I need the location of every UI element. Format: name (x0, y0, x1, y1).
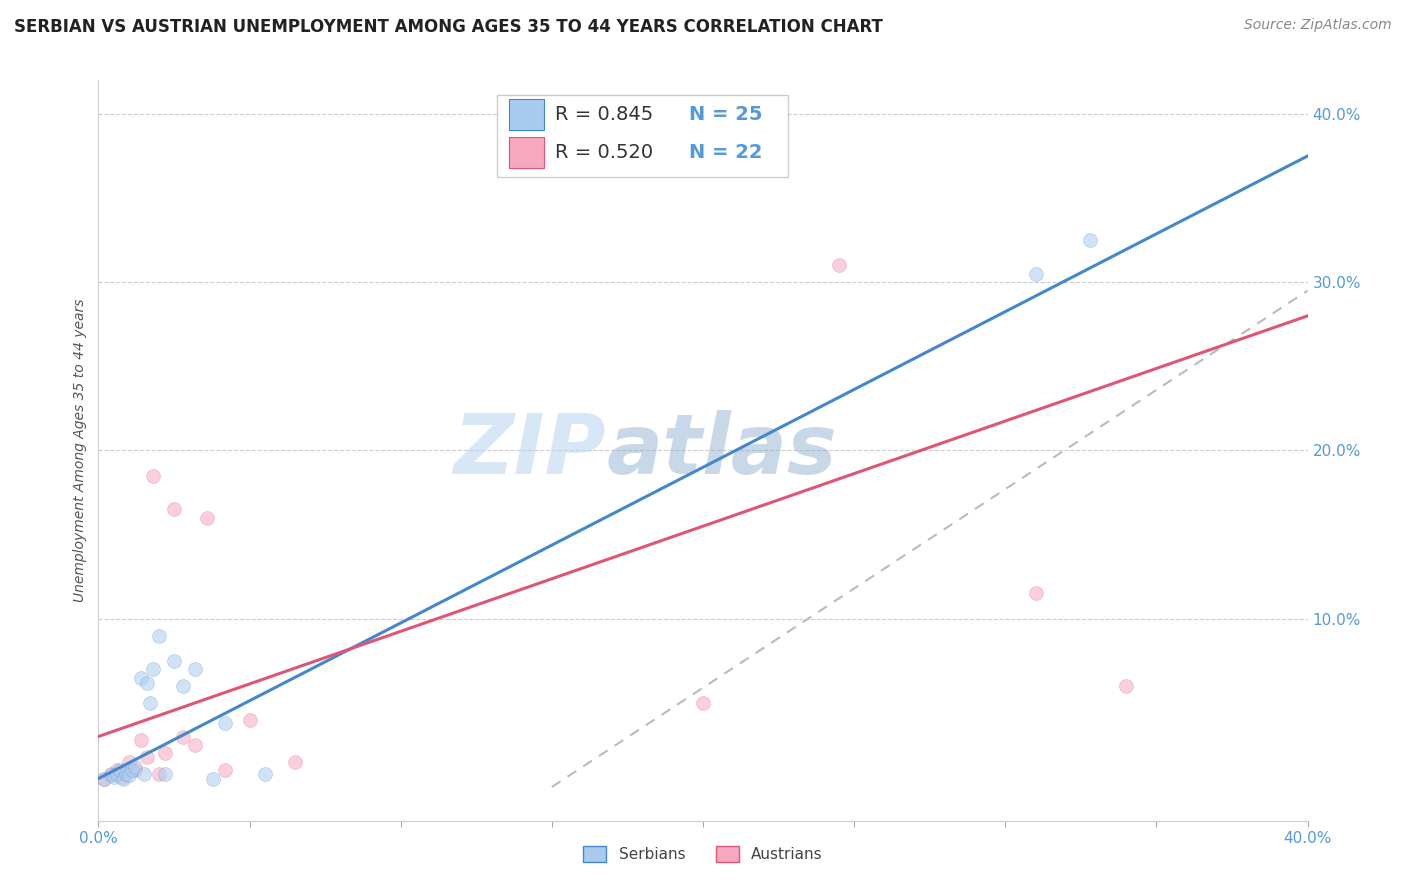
Point (692, 696, 714, 710)
Point (214, 716, 236, 731)
Y-axis label: Unemployment Among Ages 35 to 44 years: Unemployment Among Ages 35 to 44 years (73, 299, 87, 602)
Point (148, 766, 170, 780)
Point (153, 766, 176, 780)
Point (121, 763, 143, 777)
Point (184, 738, 207, 752)
Point (132, 766, 155, 780)
Point (100, 766, 122, 780)
Point (114, 766, 136, 780)
Point (93, 772, 115, 786)
Point (124, 763, 146, 777)
Point (1024, 586, 1046, 600)
Point (142, 468, 165, 483)
Point (111, 770, 134, 784)
Point (105, 766, 128, 780)
Point (195, 510, 218, 524)
Point (105, 763, 128, 777)
Point (239, 713, 262, 727)
Point (108, 763, 131, 777)
Point (284, 755, 307, 769)
Text: ZIP: ZIP (454, 410, 606, 491)
Point (163, 654, 186, 668)
Point (148, 628, 170, 642)
Point (103, 770, 125, 784)
Point (129, 732, 152, 747)
Point (124, 760, 146, 774)
Point (172, 730, 194, 744)
Point (118, 768, 141, 782)
Point (93, 772, 115, 786)
Point (118, 755, 141, 769)
Point (1078, 233, 1101, 247)
Text: Source: ZipAtlas.com: Source: ZipAtlas.com (1244, 18, 1392, 32)
Point (828, 259, 851, 273)
Point (153, 747, 176, 761)
Text: atlas: atlas (606, 410, 837, 491)
Legend: Serbians, Austrians: Serbians, Austrians (578, 840, 828, 869)
Point (135, 749, 157, 764)
Point (111, 772, 134, 786)
Point (163, 502, 186, 516)
Point (139, 696, 162, 710)
Point (172, 679, 194, 693)
Point (184, 662, 207, 676)
Point (1115, 679, 1137, 693)
Text: SERBIAN VS AUSTRIAN UNEMPLOYMENT AMONG AGES 35 TO 44 YEARS CORRELATION CHART: SERBIAN VS AUSTRIAN UNEMPLOYMENT AMONG A… (14, 18, 883, 36)
Point (100, 768, 122, 782)
Point (202, 772, 225, 786)
Point (135, 675, 157, 690)
Point (214, 763, 236, 777)
Point (253, 766, 276, 780)
Point (1024, 267, 1046, 281)
Point (129, 671, 152, 685)
Point (142, 662, 165, 676)
